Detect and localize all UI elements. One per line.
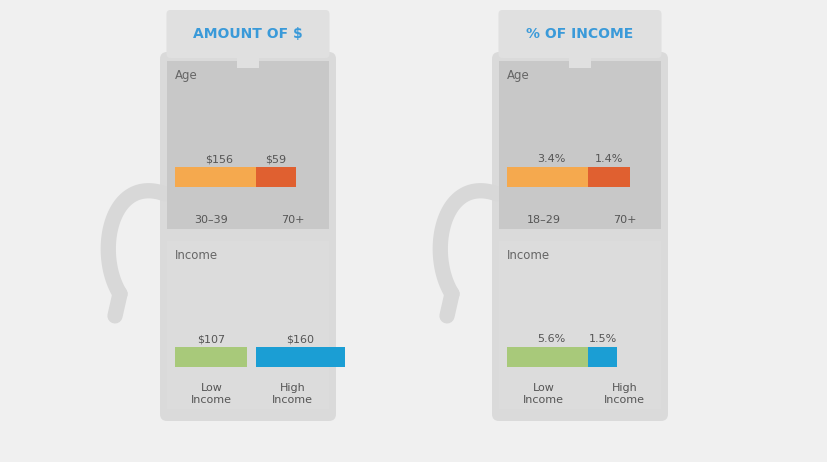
FancyBboxPatch shape [160, 52, 336, 421]
Text: 1.4%: 1.4% [594, 154, 623, 164]
Text: $59: $59 [265, 154, 286, 164]
Text: $156: $156 [205, 154, 233, 164]
Text: High
Income: High Income [272, 383, 313, 405]
Text: 3.4%: 3.4% [537, 154, 565, 164]
Text: High
Income: High Income [603, 383, 644, 405]
Text: Income: Income [174, 249, 218, 262]
Text: 70+: 70+ [280, 215, 304, 225]
Text: 70+: 70+ [612, 215, 635, 225]
FancyBboxPatch shape [498, 10, 661, 58]
FancyBboxPatch shape [491, 52, 667, 421]
Bar [499, 241, 660, 409]
Bar [499, 61, 660, 229]
Text: $107: $107 [197, 334, 225, 344]
Text: AMOUNT OF $: AMOUNT OF $ [193, 27, 303, 41]
Text: 18–29: 18–29 [526, 215, 560, 225]
Bar [167, 241, 328, 409]
Text: % OF INCOME: % OF INCOME [526, 27, 633, 41]
FancyBboxPatch shape [166, 10, 329, 58]
Text: Low
Income: Low Income [523, 383, 563, 405]
Text: Income: Income [506, 249, 549, 262]
Bar [568, 54, 590, 68]
Bar [506, 347, 595, 367]
Bar [587, 347, 616, 367]
Bar [587, 167, 629, 187]
Text: 5.6%: 5.6% [537, 334, 565, 344]
Bar [237, 54, 259, 68]
Bar [256, 167, 295, 187]
Text: Age: Age [506, 69, 529, 82]
Bar [174, 347, 247, 367]
Text: $160: $160 [286, 334, 314, 344]
Bar [506, 167, 595, 187]
Bar [256, 347, 345, 367]
Text: Low
Income: Low Income [191, 383, 232, 405]
Bar [174, 167, 264, 187]
Text: Age: Age [174, 69, 198, 82]
Text: 30–39: 30–39 [194, 215, 228, 225]
Bar [167, 61, 328, 229]
Text: 1.5%: 1.5% [588, 334, 616, 344]
